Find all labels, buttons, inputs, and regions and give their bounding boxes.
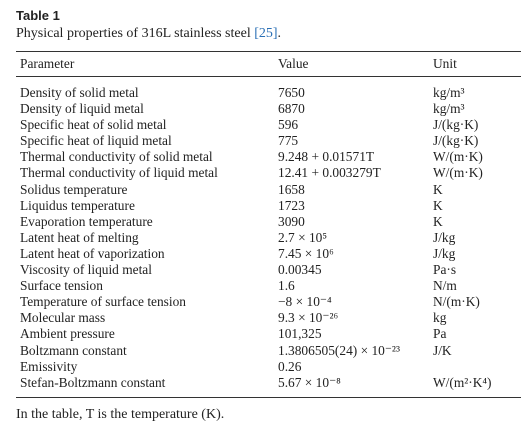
cell-value: 1.3806505(24) × 10⁻²³ <box>278 342 400 358</box>
table-row: Thermal conductivity of solid metal 9.248… <box>16 149 521 165</box>
cell-parameter: Molecular mass <box>20 310 106 326</box>
cell-unit: kg <box>433 310 447 326</box>
cell-unit: kg/m³ <box>433 101 465 117</box>
cell-parameter: Surface tension <box>20 278 103 294</box>
cell-parameter: Latent heat of melting <box>20 229 139 245</box>
cell-parameter: Viscosity of liquid metal <box>20 262 152 278</box>
cell-value: 6870 <box>278 101 305 117</box>
cell-value: 0.26 <box>278 358 302 374</box>
table-row: Specific heat of liquid metal 775 J/(kg·K) <box>16 133 521 149</box>
cell-value: 9.248 + 0.01571T <box>278 149 375 165</box>
cell-unit: W/(m·K) <box>433 149 483 165</box>
table-footnote: In the table, T is the temperature (K). <box>16 406 225 422</box>
cell-unit: J/(kg·K) <box>433 133 479 149</box>
header-unit: Unit <box>433 56 457 71</box>
cell-value: 0.00345 <box>278 262 322 278</box>
cell-value: 7650 <box>278 85 305 100</box>
table-row: Solidus temperature 1658 K <box>16 182 521 198</box>
table-body: Density of solid metal 7650 kg/m³ Density o… <box>16 77 521 397</box>
cell-parameter: Density of solid metal <box>20 85 139 100</box>
cell-value: 9.3 × 10⁻²⁶ <box>278 310 339 326</box>
table-row: Boltzmann constant 1.3806505(24) × 10⁻²³ J… <box>16 343 521 359</box>
cell-parameter: Liquidus temperature <box>20 197 135 213</box>
cell-value: 12.41 + 0.003279T <box>278 165 381 181</box>
table-figure: Table 1 Physical properties of 316L stai… <box>16 8 521 424</box>
cell-value: 1658 <box>278 181 305 197</box>
cell-unit: J/(kg·K) <box>433 117 479 133</box>
cell-unit: W/(m·K) <box>433 165 483 181</box>
caption-text: Physical properties of 316L stainless st… <box>16 26 251 41</box>
cell-value: 5.67 × 10⁻⁸ <box>278 374 341 390</box>
table-row: Molecular mass 9.3 × 10⁻²⁶ kg <box>16 310 521 326</box>
cell-value: 7.45 × 10⁶ <box>278 245 334 261</box>
header-parameter: Parameter <box>20 56 75 71</box>
table-label: Table 1 <box>16 8 60 23</box>
table-row: Liquidus temperature 1723 K <box>16 198 521 214</box>
cell-parameter: Density of liquid metal <box>20 101 144 117</box>
cell-value: 3090 <box>278 213 305 229</box>
table-row: Surface tension 1.6 N/m <box>16 278 521 294</box>
cell-value: 101,325 <box>278 326 322 342</box>
table-row: Latent heat of melting 2.7 × 10⁵ J/kg <box>16 230 521 246</box>
cell-parameter: Specific heat of liquid metal <box>20 133 172 149</box>
table-row: Latent heat of vaporization 7.45 × 10⁶ J/k… <box>16 246 521 262</box>
cell-parameter: Thermal conductivity of liquid metal <box>20 165 218 181</box>
table-row: Specific heat of solid metal 596 J/(kg·K) <box>16 117 521 133</box>
cell-value: −8 × 10⁻⁴ <box>278 294 332 310</box>
cell-unit: Pa <box>433 326 447 342</box>
cell-unit: K <box>433 213 443 229</box>
citation-link[interactable]: [25] <box>254 26 278 41</box>
table-row: Evaporation temperature 3090 K <box>16 214 521 230</box>
cell-unit: Pa·s <box>433 262 457 278</box>
cell-unit: N/(m·K) <box>433 294 480 310</box>
cell-unit: K <box>433 197 443 213</box>
cell-value: 1.6 <box>278 278 295 294</box>
cell-unit: K <box>433 181 443 197</box>
cell-value: 2.7 × 10⁵ <box>278 229 328 245</box>
table-row: Emissivity 0.26 <box>16 359 521 375</box>
table-row: Temperature of surface tension −8 × 10⁻⁴ N… <box>16 294 521 310</box>
cell-unit: J/kg <box>433 245 456 261</box>
properties-table: Parameter Value Unit Density of solid me… <box>16 52 521 397</box>
cell-value: 1723 <box>278 197 305 213</box>
table-row: Viscosity of liquid metal 0.00345 Pa·s <box>16 262 521 278</box>
cell-unit: J/kg <box>433 229 456 245</box>
cell-parameter: Ambient pressure <box>20 326 115 342</box>
cell-parameter: Emissivity <box>20 358 78 374</box>
table-row: Stefan-Boltzmann constant 5.67 × 10⁻⁸ W/(m… <box>16 375 521 397</box>
cell-parameter: Specific heat of solid metal <box>20 117 167 133</box>
header-value: Value <box>278 56 309 71</box>
cell-unit: W/(m²·K⁴) <box>433 374 492 390</box>
bottom-rule <box>16 396 521 398</box>
caption-end: . <box>277 26 282 41</box>
table-row: Thermal conductivity of liquid metal 12.4… <box>16 165 521 181</box>
table-row: Ambient pressure 101,325 Pa <box>16 326 521 342</box>
cell-value: 596 <box>278 117 299 133</box>
cell-parameter: Latent heat of vaporization <box>20 245 165 261</box>
table-row: Density of solid metal 7650 kg/m³ <box>16 77 521 102</box>
header-row: Parameter Value Unit <box>16 52 521 77</box>
cell-unit: kg/m³ <box>433 85 465 100</box>
table-caption: Physical properties of 316L stainless st… <box>16 25 521 43</box>
top-rule <box>16 51 521 52</box>
cell-parameter: Stefan-Boltzmann constant <box>20 374 166 390</box>
cell-parameter: Evaporation temperature <box>20 213 153 229</box>
table-row: Density of liquid metal 6870 kg/m³ <box>16 101 521 117</box>
cell-value: 775 <box>278 133 299 149</box>
cell-parameter: Solidus temperature <box>20 181 128 197</box>
cell-unit: N/m <box>433 278 457 294</box>
cell-unit: J/K <box>433 342 452 358</box>
cell-parameter: Temperature of surface tension <box>20 294 186 310</box>
cell-parameter: Boltzmann constant <box>20 342 127 358</box>
cell-unit <box>433 359 521 375</box>
cell-parameter: Thermal conductivity of solid metal <box>20 149 213 165</box>
